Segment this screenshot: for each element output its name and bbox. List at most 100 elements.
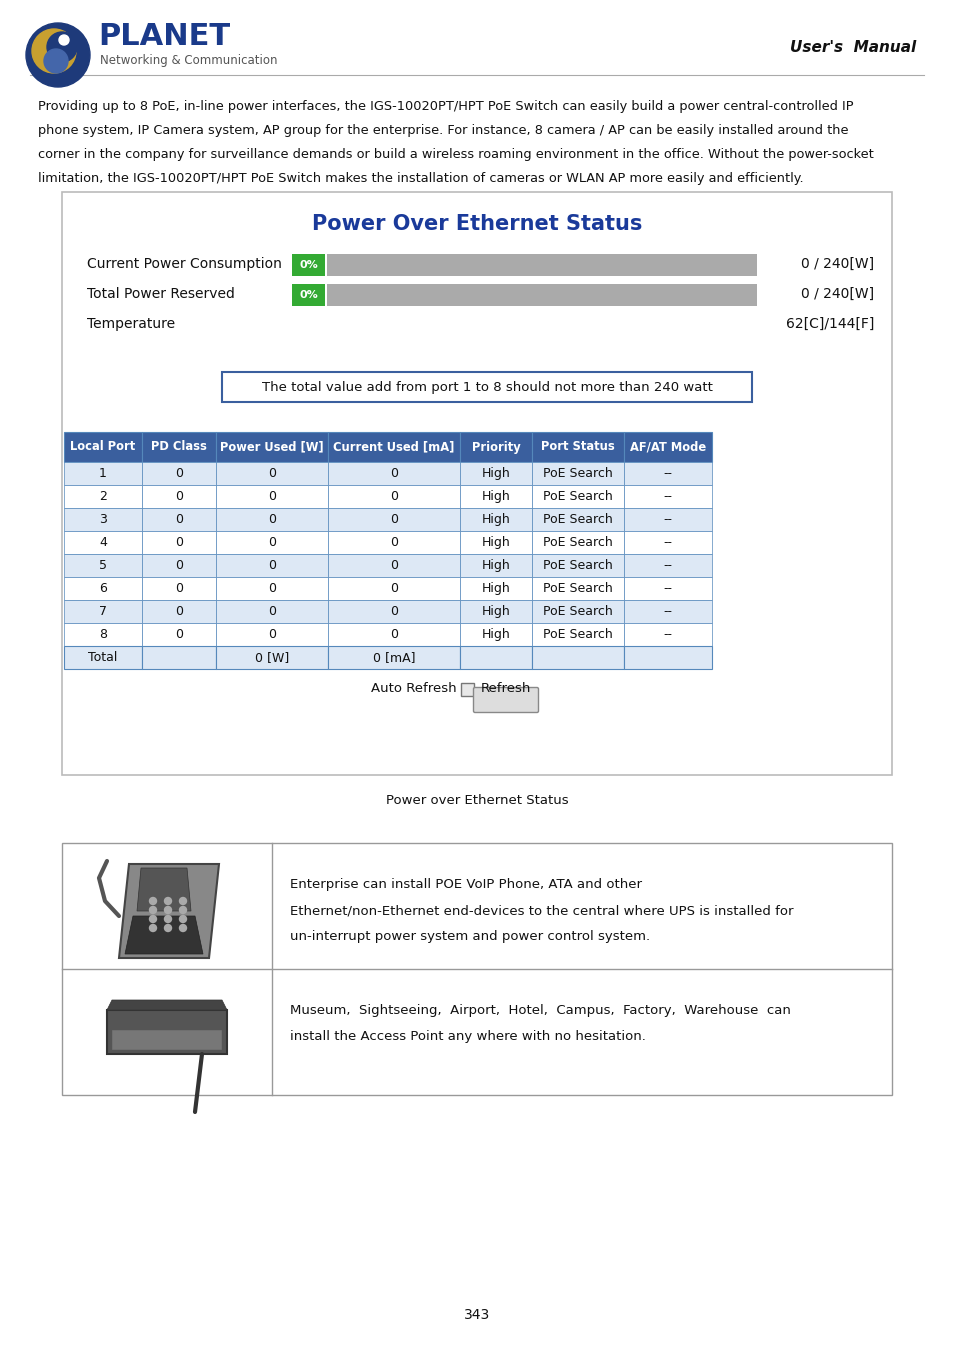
Text: Power Over Ethernet Status: Power Over Ethernet Status: [312, 215, 641, 234]
Polygon shape: [107, 1000, 227, 1010]
FancyBboxPatch shape: [532, 647, 623, 670]
Text: Museum,  Sightseeing,  Airport,  Hotel,  Campus,  Factory,  Warehouse  can: Museum, Sightseeing, Airport, Hotel, Cam…: [290, 1004, 790, 1017]
Text: 1: 1: [99, 467, 107, 481]
Text: 0%: 0%: [299, 290, 317, 300]
Text: limitation, the IGS-10020PT/HPT PoE Switch makes the installation of cameras or : limitation, the IGS-10020PT/HPT PoE Swit…: [38, 171, 802, 185]
FancyBboxPatch shape: [142, 462, 215, 485]
Text: Current Power Consumption: Current Power Consumption: [87, 256, 281, 271]
Text: 0 / 240[W]: 0 / 240[W]: [800, 288, 873, 301]
Bar: [460, 683, 474, 695]
Text: Local Port: Local Port: [71, 440, 135, 454]
Text: --: --: [662, 559, 672, 572]
FancyBboxPatch shape: [215, 531, 328, 554]
FancyBboxPatch shape: [473, 687, 537, 713]
Text: 0: 0: [268, 513, 275, 526]
FancyBboxPatch shape: [142, 622, 215, 647]
Text: 0: 0: [268, 628, 275, 641]
Text: PoE Search: PoE Search: [542, 467, 612, 481]
Text: High: High: [481, 513, 510, 526]
FancyBboxPatch shape: [142, 576, 215, 599]
Bar: [189, 1035, 203, 1044]
FancyBboxPatch shape: [623, 531, 711, 554]
FancyBboxPatch shape: [142, 554, 215, 576]
FancyBboxPatch shape: [328, 462, 459, 485]
Text: 0: 0: [268, 605, 275, 618]
Text: Total: Total: [89, 651, 117, 664]
Text: 0: 0: [390, 490, 397, 504]
FancyBboxPatch shape: [532, 508, 623, 531]
Circle shape: [150, 898, 156, 904]
FancyBboxPatch shape: [532, 432, 623, 462]
Circle shape: [32, 28, 76, 73]
Text: The total value add from port 1 to 8 should not more than 240 watt: The total value add from port 1 to 8 sho…: [261, 381, 712, 393]
FancyBboxPatch shape: [142, 432, 215, 462]
Polygon shape: [137, 868, 191, 911]
Text: Power over Ethernet Status: Power over Ethernet Status: [385, 794, 568, 806]
Text: 0%: 0%: [299, 261, 317, 270]
Text: High: High: [481, 467, 510, 481]
Circle shape: [44, 49, 68, 73]
Text: 2: 2: [99, 490, 107, 504]
FancyBboxPatch shape: [459, 508, 532, 531]
Text: --: --: [662, 467, 672, 481]
FancyBboxPatch shape: [459, 647, 532, 670]
FancyBboxPatch shape: [459, 554, 532, 576]
FancyBboxPatch shape: [532, 485, 623, 508]
FancyBboxPatch shape: [327, 254, 757, 275]
Text: 0: 0: [390, 467, 397, 481]
FancyBboxPatch shape: [62, 842, 891, 1095]
Text: PoE Search: PoE Search: [542, 490, 612, 504]
Text: 7: 7: [99, 605, 107, 618]
Text: --: --: [662, 628, 672, 641]
FancyBboxPatch shape: [328, 485, 459, 508]
Text: PoE Search: PoE Search: [542, 536, 612, 549]
Text: Total Power Reserved: Total Power Reserved: [87, 288, 234, 301]
FancyBboxPatch shape: [532, 622, 623, 647]
FancyBboxPatch shape: [64, 531, 142, 554]
Circle shape: [179, 925, 186, 932]
FancyBboxPatch shape: [62, 192, 891, 775]
Text: 0: 0: [390, 559, 397, 572]
FancyBboxPatch shape: [64, 462, 142, 485]
Text: 0: 0: [174, 582, 183, 595]
Text: Enterprise can install POE VoIP Phone, ATA and other: Enterprise can install POE VoIP Phone, A…: [290, 878, 641, 891]
Text: PoE Search: PoE Search: [542, 628, 612, 641]
Text: --: --: [662, 513, 672, 526]
Text: --: --: [662, 536, 672, 549]
FancyBboxPatch shape: [328, 432, 459, 462]
Text: 0: 0: [390, 605, 397, 618]
FancyBboxPatch shape: [64, 432, 142, 462]
FancyBboxPatch shape: [215, 599, 328, 622]
FancyBboxPatch shape: [64, 508, 142, 531]
FancyBboxPatch shape: [215, 432, 328, 462]
Text: Ethernet/non-Ethernet end-devices to the central where UPS is installed for: Ethernet/non-Ethernet end-devices to the…: [290, 904, 793, 917]
Text: 6: 6: [99, 582, 107, 595]
FancyBboxPatch shape: [623, 554, 711, 576]
FancyBboxPatch shape: [328, 647, 459, 670]
Bar: [129, 1035, 143, 1044]
Text: 0: 0: [390, 628, 397, 641]
FancyBboxPatch shape: [215, 485, 328, 508]
FancyBboxPatch shape: [64, 485, 142, 508]
FancyBboxPatch shape: [532, 576, 623, 599]
Text: Temperature: Temperature: [87, 317, 175, 331]
FancyBboxPatch shape: [623, 599, 711, 622]
Text: phone system, IP Camera system, AP group for the enterprise. For instance, 8 cam: phone system, IP Camera system, AP group…: [38, 124, 847, 136]
FancyBboxPatch shape: [215, 622, 328, 647]
Text: 0: 0: [268, 490, 275, 504]
Text: Refresh: Refresh: [480, 683, 531, 695]
Text: 0: 0: [390, 513, 397, 526]
FancyBboxPatch shape: [64, 647, 142, 670]
FancyBboxPatch shape: [532, 531, 623, 554]
Text: 5: 5: [99, 559, 107, 572]
Text: Auto Refresh: Auto Refresh: [371, 683, 456, 695]
FancyBboxPatch shape: [532, 462, 623, 485]
Text: High: High: [481, 582, 510, 595]
FancyBboxPatch shape: [64, 622, 142, 647]
FancyBboxPatch shape: [623, 508, 711, 531]
Polygon shape: [112, 1030, 222, 1050]
FancyBboxPatch shape: [64, 599, 142, 622]
Text: 0 [W]: 0 [W]: [254, 651, 289, 664]
Text: High: High: [481, 490, 510, 504]
Circle shape: [179, 898, 186, 904]
